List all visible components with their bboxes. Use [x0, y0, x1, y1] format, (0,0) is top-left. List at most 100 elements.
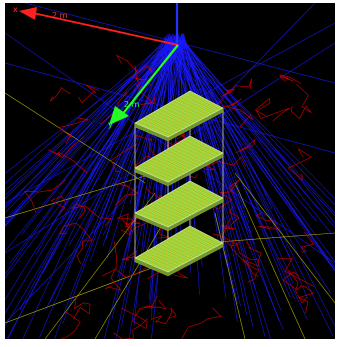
grid-line — [183, 94, 217, 112]
grid-line — [183, 184, 217, 202]
grid-line — [179, 141, 213, 159]
grid-line — [179, 186, 213, 204]
primary-track — [68, 41, 171, 217]
x-axis-line — [32, 12, 179, 46]
primary-track — [5, 40, 185, 279]
gamma-tracks — [5, 92, 335, 339]
primary-track — [151, 35, 173, 339]
grid-line — [165, 151, 222, 182]
secondary-track — [221, 206, 240, 230]
primary-track — [60, 40, 166, 225]
grid-line — [165, 149, 200, 166]
primary-track — [170, 40, 282, 312]
primary-track — [174, 38, 331, 294]
primary-track — [176, 35, 335, 224]
secondary-track — [150, 307, 177, 325]
primary-track — [115, 41, 174, 339]
grid-line — [183, 229, 217, 247]
grid-line — [153, 145, 209, 177]
y-axis-scale-label: 2 m — [124, 100, 140, 109]
x-axis-scale-label: 2 m — [52, 11, 68, 20]
primary-track — [102, 39, 176, 247]
primary-track — [180, 38, 334, 337]
primary-track — [173, 37, 335, 263]
primary-track — [166, 34, 335, 214]
y-axis-line — [120, 44, 179, 117]
grid-line — [163, 240, 219, 271]
secondary-track — [150, 295, 167, 310]
secondary-track — [117, 213, 141, 228]
secondary-track — [255, 212, 278, 231]
secondary-track — [78, 84, 99, 104]
secondary-track — [277, 257, 314, 287]
secondary-track — [70, 203, 112, 227]
secondary-track — [180, 307, 222, 339]
secondary-track — [230, 238, 260, 283]
grid-line — [186, 137, 220, 155]
grid-line — [159, 238, 215, 269]
grid-line — [176, 98, 210, 116]
grid-line — [176, 188, 210, 206]
grid-line — [157, 147, 213, 178]
gamma-track — [234, 182, 306, 339]
primary-track — [5, 36, 185, 314]
grid-line — [183, 139, 217, 157]
grid-line — [186, 92, 220, 110]
secondary-track — [236, 241, 259, 277]
primary-track — [84, 38, 169, 248]
grid-line — [159, 193, 215, 224]
grid-line — [153, 100, 209, 132]
grid-line — [165, 196, 222, 227]
grid-line — [157, 237, 213, 268]
gamma-track — [204, 232, 335, 244]
axes-gizmo — [19, 7, 179, 125]
grid-line — [162, 196, 196, 213]
secondary-track — [212, 216, 239, 247]
grid-line — [162, 151, 196, 168]
secondary-track — [110, 143, 137, 172]
primary-track — [42, 42, 185, 274]
grid-line — [155, 191, 211, 222]
secondary-track — [61, 311, 81, 339]
primary-track — [5, 42, 172, 226]
gamma-track — [5, 172, 156, 219]
secondary-track — [287, 148, 312, 181]
grid-line — [165, 106, 222, 137]
secondary-track — [245, 241, 262, 259]
y-axis-label: y — [108, 120, 113, 129]
x-axis-arrowhead — [19, 7, 37, 20]
primary-track — [176, 37, 247, 230]
secondary-track — [23, 179, 67, 213]
3d-scene-canvas[interactable]: x 2 m y 2 m — [5, 3, 335, 339]
primary-track — [182, 33, 266, 337]
grid-line — [155, 236, 211, 267]
primary-track — [5, 36, 173, 185]
grid-line — [157, 192, 213, 223]
primary-track — [183, 40, 335, 206]
primary-track — [181, 36, 332, 234]
grid-line — [155, 101, 211, 132]
primary-track — [5, 38, 185, 223]
primary-track — [165, 41, 335, 268]
grid-line — [179, 96, 213, 114]
grid-line — [176, 143, 210, 161]
primary-track — [181, 41, 335, 272]
primary-track — [182, 35, 280, 321]
primary-track — [180, 35, 318, 222]
primary-track — [44, 39, 179, 311]
secondary-track — [135, 83, 156, 105]
secondary-track — [220, 78, 252, 98]
detector-stack — [134, 90, 224, 277]
secondary-track — [49, 87, 71, 102]
secondary-track — [288, 269, 308, 304]
primary-track — [182, 40, 291, 298]
grid-line — [165, 241, 222, 272]
grid-line — [157, 102, 213, 133]
secondary-track — [113, 317, 149, 339]
primary-track — [5, 40, 177, 252]
primary-track — [90, 34, 183, 262]
secondary-track — [104, 241, 122, 291]
grid-line — [172, 145, 206, 163]
grid-line — [165, 104, 200, 121]
